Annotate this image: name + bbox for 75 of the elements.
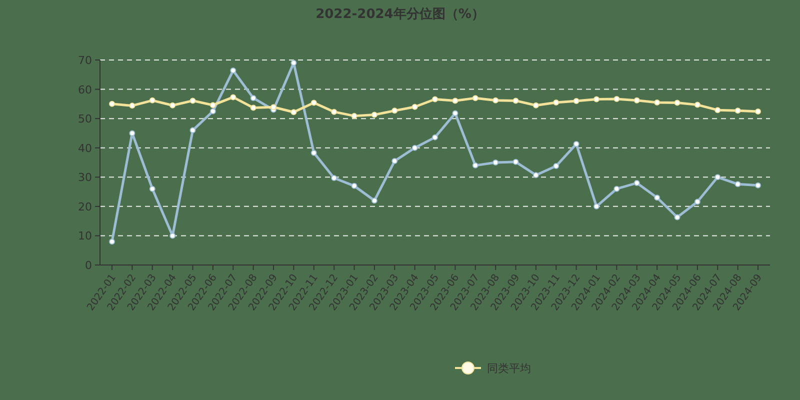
point xyxy=(392,108,398,114)
point xyxy=(129,130,136,136)
point xyxy=(532,172,539,178)
point xyxy=(190,98,196,104)
point xyxy=(492,97,499,104)
point xyxy=(472,162,478,168)
point xyxy=(331,108,338,115)
point xyxy=(432,134,438,140)
point xyxy=(634,180,640,186)
point xyxy=(614,96,620,102)
point xyxy=(412,144,418,151)
point xyxy=(674,214,680,220)
point xyxy=(371,112,378,118)
point xyxy=(109,238,115,245)
point xyxy=(553,99,560,106)
y-tick-label: 10 xyxy=(78,230,92,243)
y-tick-label: 40 xyxy=(78,142,92,155)
point xyxy=(129,102,136,109)
point xyxy=(351,112,358,119)
point xyxy=(452,98,458,104)
point xyxy=(714,107,721,114)
point xyxy=(149,97,156,104)
point xyxy=(310,150,317,156)
point xyxy=(170,102,176,108)
point xyxy=(573,141,580,148)
point xyxy=(472,95,478,102)
point xyxy=(573,98,580,104)
point xyxy=(755,108,761,115)
point xyxy=(532,102,539,108)
point xyxy=(594,96,600,102)
point xyxy=(290,60,297,66)
y-tick-label: 70 xyxy=(78,54,92,67)
y-tick-label: 30 xyxy=(78,171,92,184)
point xyxy=(230,68,236,74)
point xyxy=(594,203,600,210)
point xyxy=(250,95,256,102)
point xyxy=(492,160,499,166)
point xyxy=(412,104,418,110)
y-tick-label: 50 xyxy=(78,112,92,126)
point xyxy=(512,158,519,165)
point xyxy=(654,194,660,201)
point xyxy=(290,109,297,116)
y-tick-label: 0 xyxy=(85,259,92,272)
point xyxy=(694,198,700,205)
point xyxy=(553,163,560,170)
point xyxy=(634,97,640,104)
point xyxy=(654,99,660,106)
legend-label: 同类平均 xyxy=(487,362,531,375)
point xyxy=(170,232,176,239)
point xyxy=(190,127,196,134)
point xyxy=(109,100,115,107)
y-tick-label: 20 xyxy=(78,200,92,214)
point xyxy=(714,174,721,180)
point xyxy=(270,104,276,110)
point xyxy=(694,102,700,108)
point xyxy=(310,100,317,106)
point xyxy=(351,182,358,189)
point xyxy=(452,110,458,116)
point xyxy=(512,98,519,104)
point xyxy=(149,186,156,192)
point xyxy=(250,104,256,111)
chart-title: 2022-2024年分位图（%） xyxy=(316,7,484,22)
point xyxy=(734,181,741,188)
point xyxy=(392,158,398,164)
point xyxy=(210,102,216,108)
point xyxy=(614,186,620,192)
point xyxy=(210,108,216,114)
point xyxy=(432,96,438,102)
point xyxy=(755,182,761,188)
point xyxy=(331,175,338,182)
point xyxy=(230,94,236,100)
point xyxy=(674,100,680,106)
point xyxy=(371,198,378,204)
y-tick-label: 60 xyxy=(78,83,92,96)
point xyxy=(734,108,741,114)
